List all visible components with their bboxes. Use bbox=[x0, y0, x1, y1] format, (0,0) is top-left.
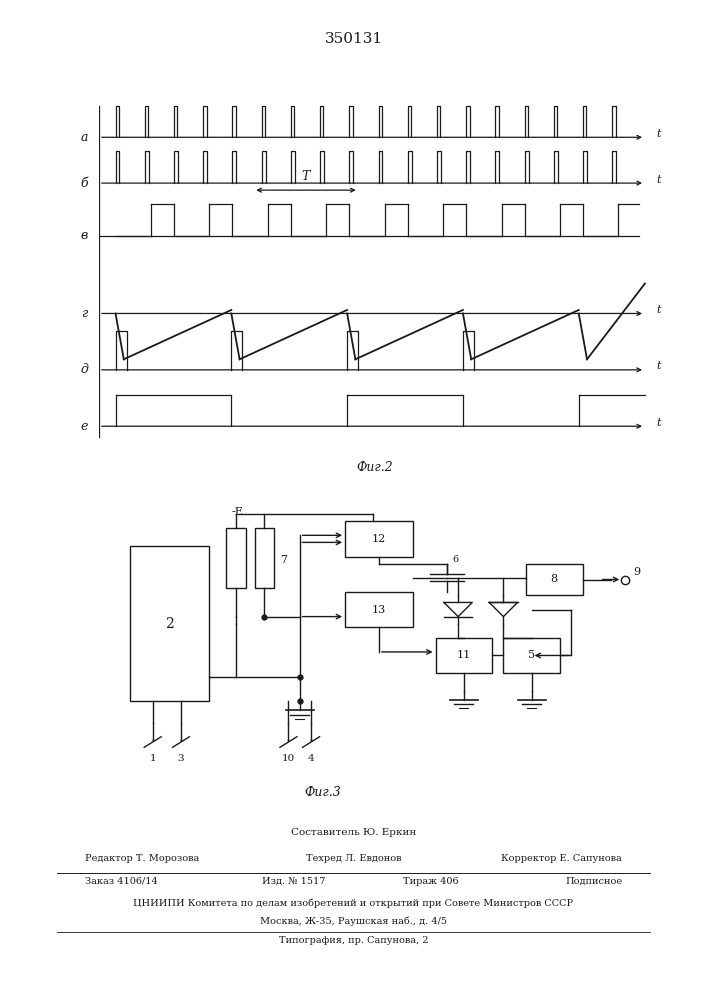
Text: Фиг.2: Фиг.2 bbox=[356, 461, 393, 474]
Text: t: t bbox=[656, 361, 660, 371]
Text: 1: 1 bbox=[149, 754, 156, 763]
Text: 3: 3 bbox=[177, 754, 185, 763]
Text: ЦНИИПИ Комитета по делам изобретений и открытий при Совете Министров СССР: ЦНИИПИ Комитета по делам изобретений и о… bbox=[134, 898, 573, 908]
Text: 10: 10 bbox=[282, 754, 295, 763]
Bar bbox=[130, 546, 209, 701]
Text: Москва, Ж-35, Раушская наб., д. 4/5: Москва, Ж-35, Раушская наб., д. 4/5 bbox=[260, 917, 447, 926]
Text: е: е bbox=[81, 420, 88, 433]
Text: Тираж 406: Тираж 406 bbox=[403, 877, 459, 886]
Text: 350131: 350131 bbox=[325, 32, 382, 46]
Text: t: t bbox=[656, 418, 660, 428]
Text: 2: 2 bbox=[165, 617, 174, 631]
Text: Заказ 4106/14: Заказ 4106/14 bbox=[85, 877, 158, 886]
Bar bbox=[503, 638, 560, 673]
Text: г: г bbox=[81, 307, 88, 320]
Text: в: в bbox=[81, 229, 88, 242]
Text: -E: -E bbox=[232, 507, 243, 517]
Text: 12: 12 bbox=[372, 534, 386, 544]
Bar bbox=[226, 528, 246, 588]
Text: 6: 6 bbox=[452, 555, 459, 564]
Text: 4: 4 bbox=[308, 754, 315, 763]
Text: Подписное: Подписное bbox=[565, 877, 622, 886]
Text: Типография, пр. Сапунова, 2: Типография, пр. Сапунова, 2 bbox=[279, 936, 428, 945]
Text: t: t bbox=[656, 129, 660, 139]
Text: Составитель Ю. Еркин: Составитель Ю. Еркин bbox=[291, 828, 416, 837]
Text: б: б bbox=[81, 177, 88, 190]
Bar bbox=[345, 521, 413, 557]
Text: t: t bbox=[656, 175, 660, 185]
Text: T: T bbox=[302, 170, 310, 183]
Text: Редактор Т. Морозова: Редактор Т. Морозова bbox=[85, 854, 199, 863]
Text: 8: 8 bbox=[551, 574, 558, 584]
Text: Техред Л. Евдонов: Техред Л. Евдонов bbox=[305, 854, 402, 863]
Bar bbox=[345, 592, 413, 627]
Text: 11: 11 bbox=[457, 650, 471, 660]
Bar bbox=[255, 528, 274, 588]
Text: а: а bbox=[81, 131, 88, 144]
Bar bbox=[436, 638, 492, 673]
Text: Корректор Е. Сапунова: Корректор Е. Сапунова bbox=[501, 854, 622, 863]
Text: д: д bbox=[80, 363, 88, 376]
Text: t: t bbox=[656, 305, 660, 315]
Text: 5: 5 bbox=[528, 650, 535, 660]
Text: Изд. № 1517: Изд. № 1517 bbox=[262, 877, 325, 886]
Bar bbox=[526, 564, 583, 595]
Text: 7: 7 bbox=[280, 555, 287, 565]
Text: Фиг.3: Фиг.3 bbox=[304, 786, 341, 799]
Text: 13: 13 bbox=[372, 605, 386, 615]
Text: 9: 9 bbox=[633, 567, 641, 577]
